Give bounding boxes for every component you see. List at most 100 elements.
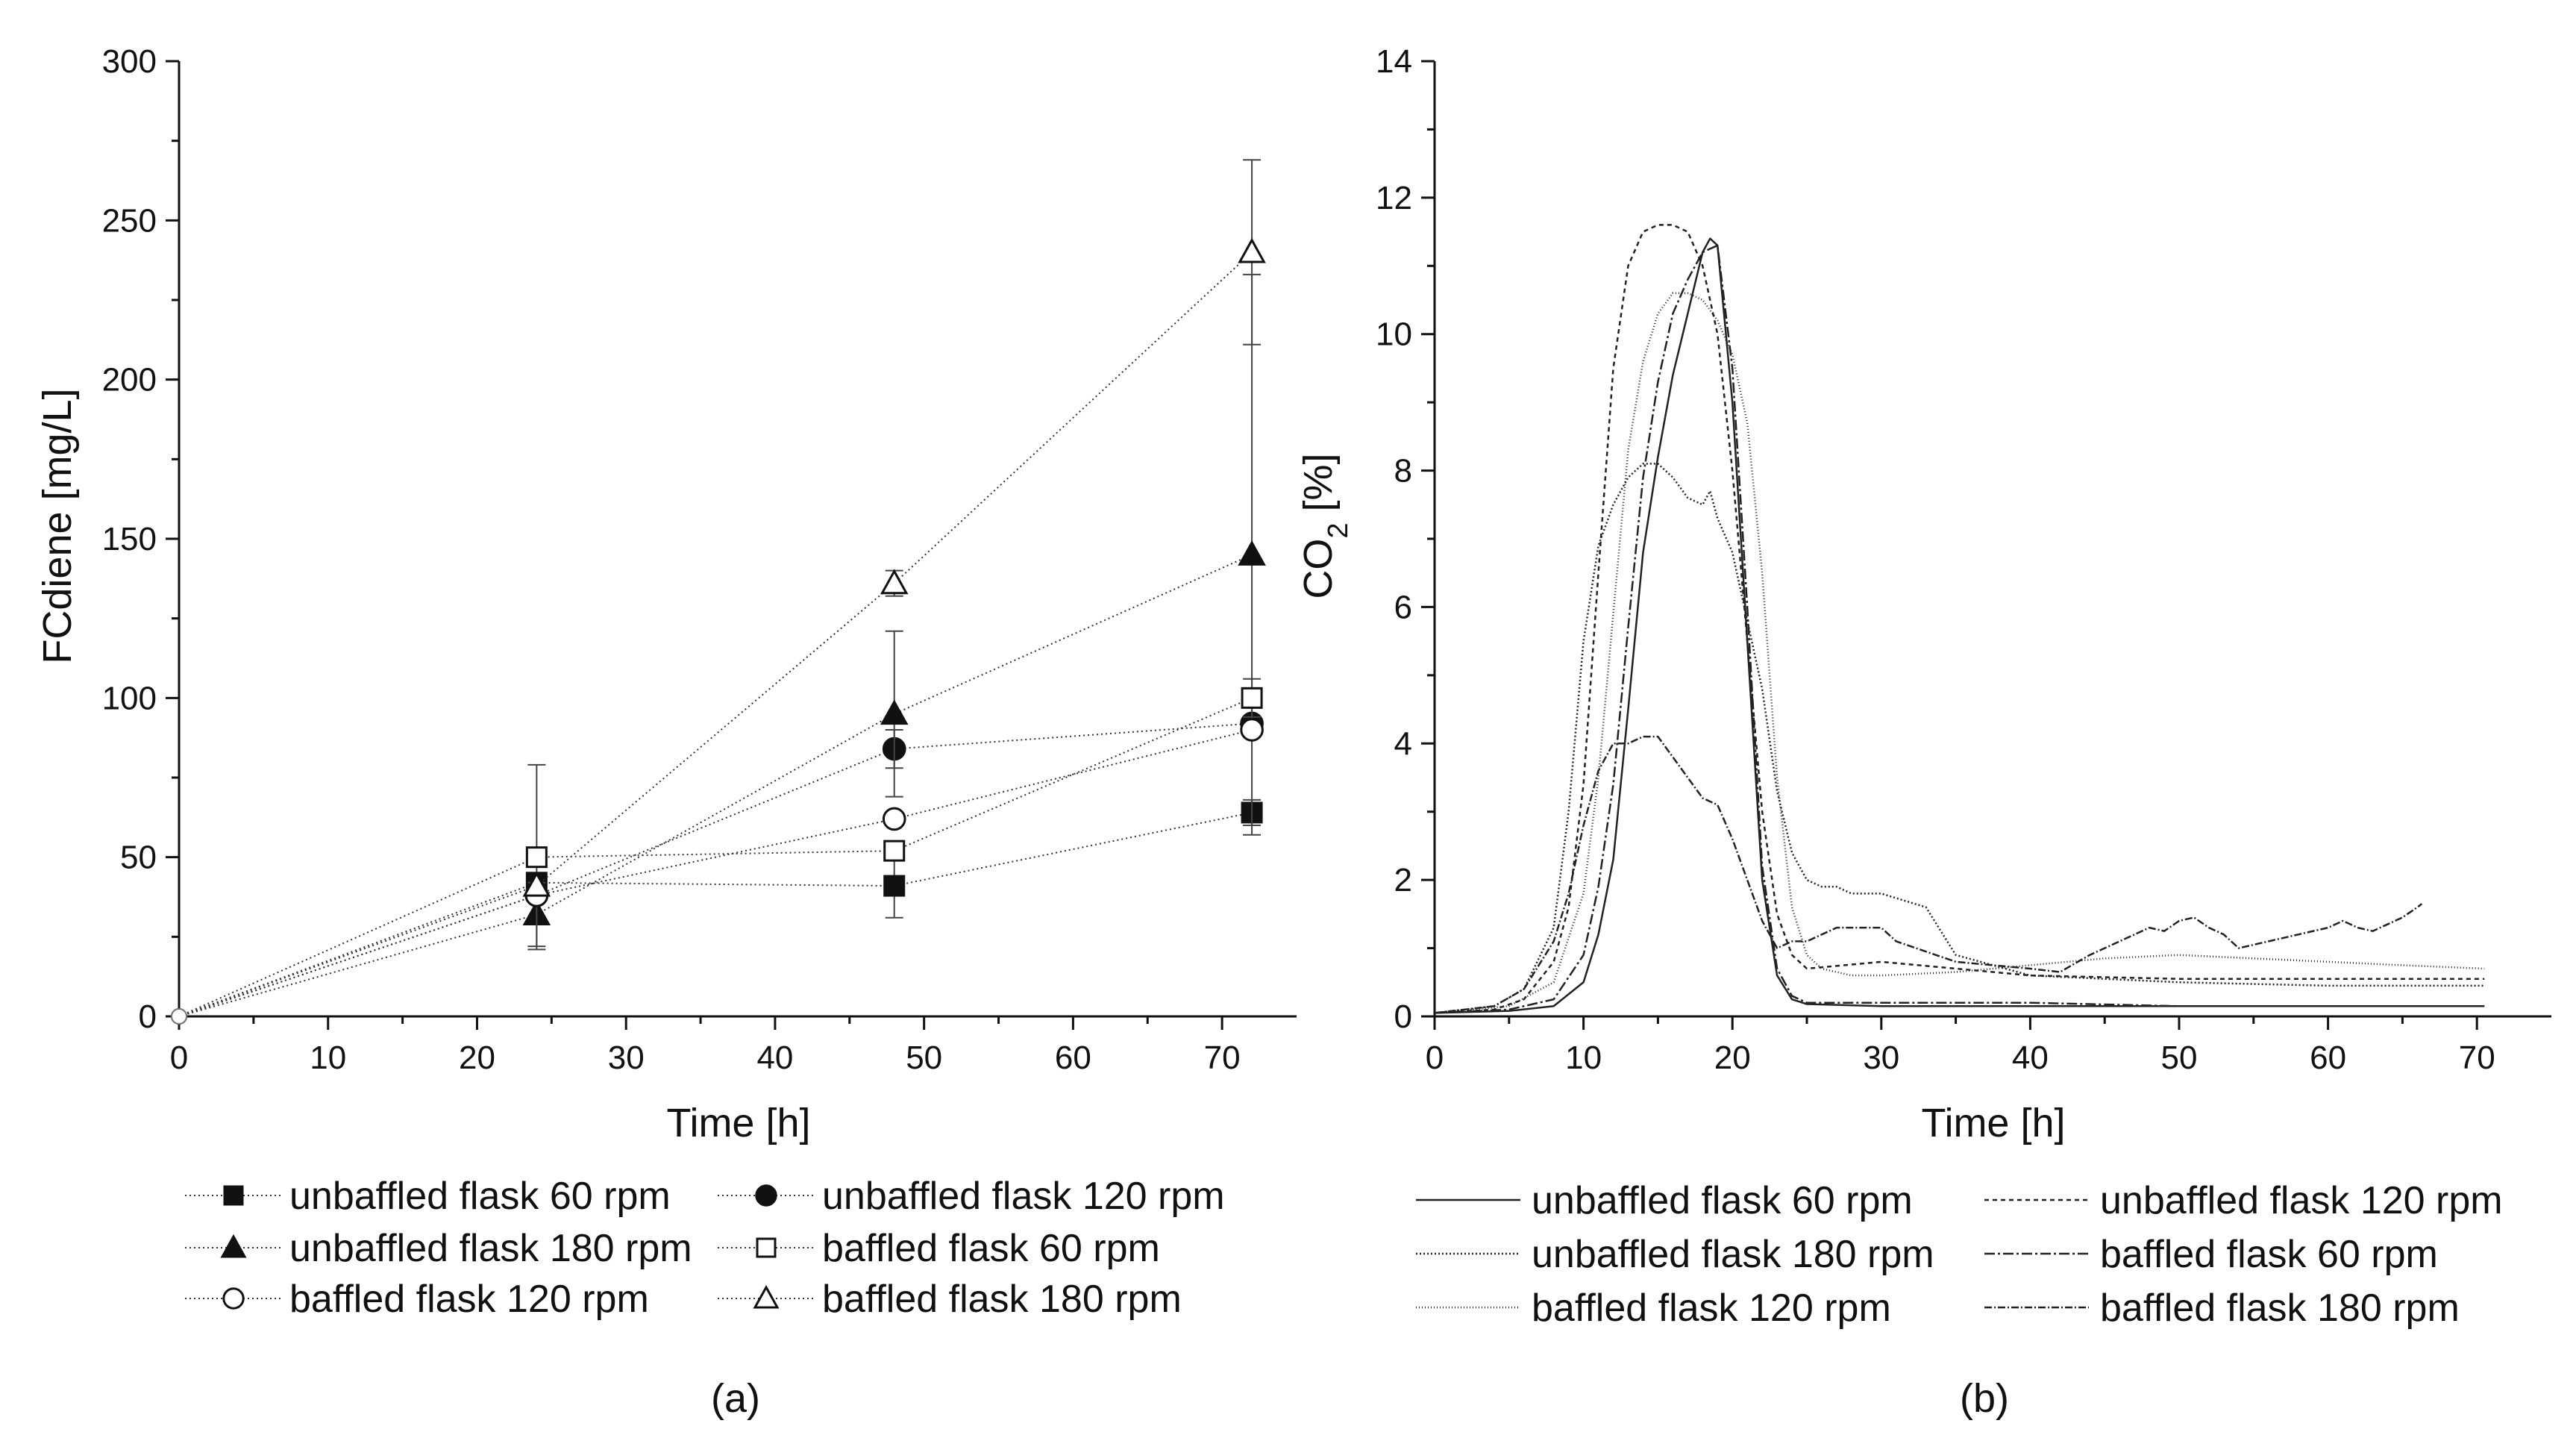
legend-label: baffled flask 60 rpm [822,1227,1160,1270]
data-point-triangle [522,871,551,897]
x-tick-label: 10 [1565,1040,1602,1076]
legend-item: baffled flask 120 rpm [1416,1287,1891,1330]
data-point-square [756,1237,777,1258]
legend-item: baffled flask 180 rpm [1984,1287,2460,1330]
x-tick-label: 60 [1055,1040,1091,1076]
legend-label: unbaffled flask 180 rpm [1532,1233,1934,1276]
legend-item: baffled flask 60 rpm [1984,1233,2438,1276]
data-point-triangle [880,699,909,725]
series-line [178,729,1253,1017]
y-axis-label-main: CO [1296,539,1341,599]
y-tick-label: 6 [1394,589,1412,625]
data-point-origin [171,1008,187,1025]
legend-label: baffled flask 120 rpm [289,1278,649,1321]
y-tick-label: 8 [1394,453,1412,490]
ticks: 0 10 20 30 40 50 60 70 0 50 100 150 200 250 300 [102,43,1241,1076]
y-tick-label: 10 [1376,316,1412,353]
legend-item: baffled flask 180 rpm [718,1278,1182,1321]
series-line-4 [1434,292,2485,1014]
legend-label: unbaffled flask 60 rpm [289,1175,671,1218]
legend-label: unbaffled flask 60 rpm [1532,1179,1913,1222]
data-point-square [883,840,906,862]
data-point-square [223,1185,244,1206]
legend-label: baffled flask 180 rpm [2100,1287,2460,1330]
data-point-circle [755,1184,777,1207]
legend: unbaffled flask 60 rpm unbaffled flask 12… [1416,1179,2503,1330]
y-axis-label: CO2 [%] [1296,453,1354,598]
y-tick-label: 4 [1394,725,1412,762]
legend-label: unbaffled flask 120 rpm [822,1175,1225,1218]
data-point-square [525,846,548,869]
data-point-triangle [1238,237,1266,263]
x-axis-label: Time [h] [666,1101,810,1145]
legend-label: baffled flask 120 rpm [1532,1287,1891,1330]
x-tick-label: 0 [170,1040,188,1076]
legend-label: unbaffled flask 180 rpm [289,1227,692,1270]
x-tick-label: 50 [906,1040,942,1076]
series-5 [171,159,1266,1025]
x-tick-label: 60 [2310,1040,2346,1076]
legend-label: unbaffled flask 120 rpm [2100,1179,2503,1222]
series-line-2 [1434,463,2485,1014]
y-tick-label: 150 [102,521,157,557]
series-line [178,251,1253,1017]
y-axis-label-subscript: 2 [1323,522,1354,538]
series-line-0 [1434,237,2485,1014]
x-tick-label: 30 [1863,1040,1899,1076]
x-tick-label: 10 [310,1040,346,1076]
legend-label: baffled flask 180 rpm [822,1278,1182,1321]
x-tick-label: 70 [2459,1040,2495,1076]
series-1 [171,711,1264,1025]
series-line-5 [1434,735,2423,1014]
data-point-triangle [220,1234,247,1258]
series-2 [171,273,1266,1025]
data-point-circle [882,807,906,831]
y-tick-label: 300 [102,43,157,80]
chart-panel-b: 0 10 20 30 40 50 60 70 0 2 4 6 8 10 12 14 Time [h] CO2 … [1296,43,2551,1421]
y-tick-label: 250 [102,202,157,239]
data-point-triangle [753,1284,780,1309]
panel-label-a: (a) [711,1376,760,1421]
legend-item: baffled flask 120 rpm [185,1278,649,1321]
series-line [178,811,1253,1017]
y-tick-label: 200 [102,362,157,398]
series-line-1 [1434,224,2485,1014]
data-point-square [883,875,906,897]
axes [178,61,1297,1018]
plot-area [1434,224,2485,1014]
x-tick-label: 20 [459,1040,495,1076]
legend-label: baffled flask 60 rpm [2100,1233,2438,1276]
y-axis-label-unit: [%] [1296,453,1341,522]
data-point-circle [1240,718,1264,742]
x-tick-label: 40 [2012,1040,2049,1076]
y-tick-label: 100 [102,680,157,716]
data-point-triangle [1238,540,1266,566]
legend-item: unbaffled flask 180 rpm [1416,1233,1934,1276]
x-tick-label: 40 [756,1040,793,1076]
series-line [178,554,1253,1017]
y-tick-label: 0 [139,998,157,1035]
x-tick-label: 70 [1204,1040,1241,1076]
y-tick-label: 2 [1394,862,1412,898]
legend-item: unbaffled flask 120 rpm [1984,1179,2503,1222]
legend-item: unbaffled flask 60 rpm [1416,1179,1913,1222]
data-point-square [1241,687,1263,709]
y-tick-label: 0 [1394,998,1412,1035]
legend: unbaffled flask 60 rpm unbaffled flask 12… [185,1175,1225,1321]
series-line-3 [1434,244,2485,1014]
legend-item: unbaffled flask 120 rpm [718,1175,1225,1218]
y-axis-label: FCdiene [mg/L] [35,388,80,663]
chart-panel-a: 0 10 20 30 40 50 60 70 0 50 100 150 200 250 300 Time [… [35,43,1297,1421]
data-point-circle [222,1287,245,1310]
panel-label-b: (b) [1960,1376,2009,1421]
legend-item: unbaffled flask 60 rpm [185,1175,671,1218]
ticks: 0 10 20 30 40 50 60 70 0 2 4 6 8 10 12 14 [1376,43,2495,1076]
x-axis-label: Time [h] [1921,1101,2065,1145]
y-tick-label: 12 [1376,180,1412,216]
legend-item: unbaffled flask 180 rpm [185,1227,692,1270]
plot-area [171,159,1266,1025]
y-tick-label: 14 [1376,43,1412,80]
x-tick-label: 50 [2161,1040,2198,1076]
legend-item: baffled flask 60 rpm [718,1227,1160,1270]
